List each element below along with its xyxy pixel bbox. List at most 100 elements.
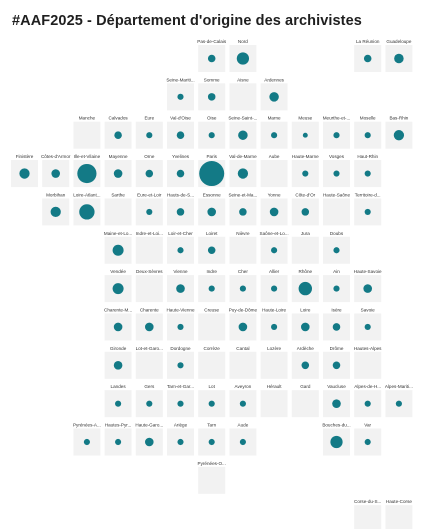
tile-sa-ne-et-lo[interactable]: Saône-et-Lo... [260, 231, 289, 264]
tile-sarthe[interactable]: Sarthe [104, 192, 132, 226]
bubble-mark[interactable] [176, 131, 185, 139]
bubble-mark[interactable] [332, 323, 341, 331]
bubble-mark[interactable] [207, 207, 216, 217]
tile-indre[interactable]: Indre [198, 269, 226, 303]
bubble-mark[interactable] [239, 400, 246, 407]
tile-puy-de-d-me[interactable]: Puy-de-Dôme [229, 307, 258, 341]
tile-hautes-alpes[interactable]: Hautes-Alpes [354, 346, 382, 379]
bubble-mark[interactable] [239, 438, 246, 446]
tile-mayenne[interactable]: Mayenne [104, 154, 132, 188]
tile-ardennes[interactable]: Ardennes [260, 77, 288, 111]
bubble-mark[interactable] [115, 400, 122, 407]
bubble-mark[interactable] [145, 169, 154, 178]
bubble-mark[interactable] [364, 323, 371, 331]
bubble-mark[interactable] [177, 362, 184, 369]
tile-doubs[interactable]: Doubs [323, 231, 350, 264]
bubble-mark[interactable] [146, 208, 153, 215]
bubble-mark[interactable] [394, 53, 404, 64]
bubble-mark[interactable] [332, 361, 341, 370]
tile-ain[interactable]: Ain [323, 269, 350, 303]
bubble-mark[interactable] [114, 131, 122, 139]
tile-h-rault[interactable]: Hérault [260, 384, 288, 418]
tile-gard[interactable]: Gard [291, 384, 319, 418]
tile-haute-marne[interactable]: Haute-Marne [291, 154, 319, 188]
bubble-mark[interactable] [112, 283, 124, 295]
tile-alpes-de-h[interactable]: Alpes-de-H... [354, 384, 382, 418]
bubble-mark[interactable] [271, 323, 278, 331]
tile-moselle[interactable]: Moselle [354, 116, 382, 149]
tile-essonne[interactable]: Essonne [198, 192, 226, 226]
bubble-mark[interactable] [333, 247, 340, 254]
bubble-mark[interactable] [363, 54, 372, 63]
bubble-mark[interactable] [113, 361, 123, 370]
bubble-mark[interactable] [330, 435, 343, 449]
tile-ari-ge[interactable]: Ariège [167, 423, 194, 456]
bubble-mark[interactable] [177, 438, 184, 446]
bubble-mark[interactable] [364, 208, 371, 215]
bubble-mark[interactable] [237, 168, 249, 179]
bubble-mark[interactable] [271, 285, 278, 292]
tile-la-r-union[interactable]: La Réunion [354, 39, 382, 72]
tile-loire[interactable]: Loire [291, 307, 319, 341]
bubble-mark[interactable] [301, 322, 310, 332]
bubble-mark[interactable] [113, 169, 123, 178]
bubble-mark[interactable] [332, 399, 341, 408]
tile-vienne[interactable]: Vienne [167, 269, 194, 303]
tile-eure-et-loir[interactable]: Eure-et-Loir [135, 192, 163, 226]
bubble-mark[interactable] [176, 208, 185, 216]
bubble-mark[interactable] [301, 361, 310, 370]
tile-haute-savoie[interactable]: Haute-Savoie [354, 269, 382, 303]
tile-lot[interactable]: Lot [198, 384, 226, 418]
tile-var[interactable]: Var [354, 423, 382, 456]
bubble-mark[interactable] [176, 284, 185, 293]
tile-val-d-oise[interactable]: Val-d'Oise [167, 116, 194, 149]
tile-aude[interactable]: Aude [229, 423, 257, 456]
tile-ard-che[interactable]: Ardèche [291, 346, 319, 379]
bubble-mark[interactable] [145, 322, 154, 332]
tile-finist-re[interactable]: Finistère [11, 154, 38, 188]
tile-yonne[interactable]: Yonne [260, 192, 288, 226]
tile-haute-garo[interactable]: Haute-Garo... [135, 423, 163, 456]
tile-landes[interactable]: Landes [104, 384, 132, 418]
tile-alpes-mariti[interactable]: Alpes-Mariti... [385, 384, 413, 418]
tile-aube[interactable]: Aube [260, 154, 288, 188]
bubble-mark[interactable] [51, 169, 60, 178]
bubble-mark[interactable] [207, 93, 216, 101]
tile-territoire-d[interactable]: Territoire-d... [354, 192, 382, 226]
bubble-mark[interactable] [50, 206, 61, 218]
tile-calvados[interactable]: Calvados [104, 116, 132, 149]
bubble-mark[interactable] [208, 285, 215, 292]
bubble-mark[interactable] [115, 438, 122, 446]
bubble-mark[interactable] [83, 438, 90, 446]
bubble-mark[interactable] [395, 400, 402, 407]
tile-manche[interactable]: Manche [73, 116, 101, 149]
tile-savoie[interactable]: Savoie [354, 307, 382, 341]
bubble-mark[interactable] [333, 132, 340, 139]
bubble-mark[interactable] [145, 437, 154, 447]
bubble-mark[interactable] [19, 168, 30, 179]
tile-nord[interactable]: Nord [229, 39, 257, 72]
tile-corr-ze[interactable]: Corrèze [198, 346, 226, 379]
bubble-mark[interactable] [333, 170, 340, 177]
tile-cher[interactable]: Cher [229, 269, 257, 303]
tile-is-re[interactable]: Isère [323, 307, 350, 341]
tile-haute-vienne[interactable]: Haute-Vienne [166, 307, 195, 341]
bubble-mark[interactable] [146, 400, 153, 407]
bubble-mark[interactable] [271, 247, 278, 254]
bubble-mark[interactable] [333, 285, 340, 292]
tile-seine-mariti[interactable]: Seine-Mariti... [166, 77, 195, 111]
bubble-mark[interactable] [302, 170, 309, 177]
tile-meurthe-et[interactable]: Meurthe-et-... [323, 116, 351, 149]
bubble-mark[interactable] [269, 92, 279, 102]
bubble-mark[interactable] [208, 438, 215, 446]
tile-vend-e[interactable]: Vendée [104, 269, 132, 303]
bubble-mark[interactable] [77, 163, 97, 184]
tile-cantal[interactable]: Cantal [229, 346, 257, 379]
tile-loiret[interactable]: Loiret [198, 231, 226, 264]
tile-loire-atlant[interactable]: Loire-Atlant... [73, 192, 101, 226]
tile-morbihan[interactable]: Morbihan [42, 192, 70, 226]
tile-vaucluse[interactable]: Vaucluse [323, 384, 350, 418]
bubble-mark[interactable] [238, 322, 248, 332]
tile-hauts-de-s[interactable]: Hauts-de-S... [167, 192, 194, 226]
bubble-mark[interactable] [177, 93, 184, 100]
